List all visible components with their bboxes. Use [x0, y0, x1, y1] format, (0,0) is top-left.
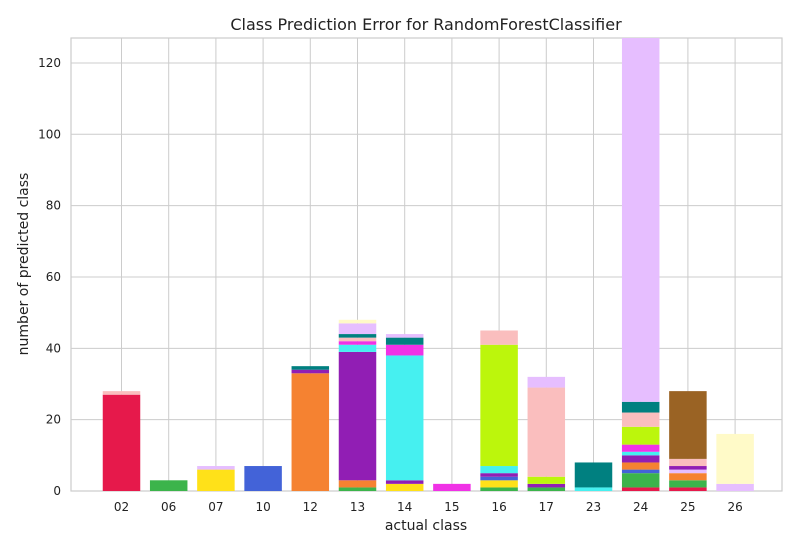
x-tick-label: 07 — [208, 500, 223, 514]
x-tick-labels: 02 06 07 10 12 13 14 15 16 17 23 24 25 26 — [114, 500, 743, 514]
bar-segment-16-pred-16 — [480, 344, 518, 467]
bar-segment-25-pred-17 — [669, 458, 707, 467]
bar-segment-13-pred-13 — [338, 351, 377, 481]
bar-segment-14-pred-14 — [385, 355, 424, 481]
bar-segment-24-pred-06 — [621, 473, 660, 488]
x-tick-label: 12 — [303, 500, 318, 514]
bar-segment-25-pred-02 — [669, 487, 707, 491]
bar-segment-24-pred-12 — [621, 462, 660, 470]
bar-segment-16-pred-10 — [480, 476, 518, 481]
y-tick-label: 20 — [46, 413, 61, 427]
bar-segment-13-pred-14 — [338, 344, 377, 352]
x-tick-label: 06 — [161, 500, 176, 514]
bar-segment-12-pred-23 — [291, 366, 330, 370]
x-tick-label: 17 — [539, 500, 554, 514]
bar-segment-13-pred-24 — [338, 323, 377, 335]
bar-segment-13-pred-15 — [338, 341, 377, 345]
x-tick-label: 16 — [491, 500, 506, 514]
bar-segment-14-pred-07 — [385, 483, 424, 491]
y-tick-label: 60 — [46, 270, 61, 284]
bar-segment-17-pred-06 — [527, 487, 566, 491]
bar-segment-16-pred-13 — [480, 473, 518, 477]
bar-segment-14-pred-13 — [385, 480, 424, 484]
x-tick-label: 23 — [586, 500, 601, 514]
bar-segment-24-pred-10 — [621, 469, 660, 474]
bar-segment-07-pred-07 — [197, 469, 235, 491]
bar-segment-13-pred-12 — [338, 480, 377, 488]
x-tick-label: 24 — [633, 500, 648, 514]
plot-background — [70, 37, 783, 492]
bar-segment-17-pred-16 — [527, 476, 566, 484]
bar-segment-24-pred-02 — [621, 487, 660, 491]
chart-title: Class Prediction Error for RandomForestC… — [230, 15, 622, 34]
y-tick-labels: 0 20 40 60 80 100 120 — [38, 56, 61, 498]
bar-segment-06-pred-06 — [149, 480, 188, 491]
bar-segment-24-pred-23 — [621, 401, 660, 413]
bar-segment-25-pred-25 — [669, 391, 707, 459]
bar-segment-24-pred-16 — [621, 426, 660, 445]
bar-segment-17-pred-24 — [527, 376, 566, 388]
y-tick-label: 100 — [38, 127, 61, 141]
bar-segment-13-pred-23 — [338, 334, 377, 338]
bar-segment-17-pred-17 — [527, 387, 566, 477]
bar-segment-24-pred-14 — [621, 451, 660, 456]
bar-segment-25-pred-13 — [669, 466, 707, 470]
y-axis-label: number of predicted class — [16, 173, 32, 356]
bar-segment-14-pred-15 — [385, 344, 424, 356]
bar-segment-16-pred-07 — [480, 480, 518, 488]
bar-segment-15-pred-15 — [433, 483, 471, 491]
bar-segment-13-pred-17 — [338, 337, 377, 342]
bar-segment-16-pred-06 — [480, 487, 518, 491]
bar-segment-12-pred-12 — [291, 373, 330, 491]
bar-segment-26-pred-26 — [716, 433, 754, 484]
bar-segment-25-pred-06 — [669, 480, 707, 488]
bar-segment-24-pred-24 — [621, 38, 660, 402]
bar-segment-02-pred-17 — [102, 391, 141, 395]
x-tick-label: 02 — [114, 500, 129, 514]
bar-segment-14-pred-24 — [385, 334, 424, 338]
bar-segment-23-pred-23 — [574, 462, 613, 488]
bar-segment-17-pred-13 — [527, 483, 566, 488]
bar-segment-26-pred-24 — [716, 483, 754, 491]
bar-segment-14-pred-23 — [385, 337, 424, 345]
bar-segment-25-pred-24 — [669, 469, 707, 474]
y-tick-label: 40 — [46, 341, 61, 355]
bar-segment-23-pred-14 — [574, 487, 613, 491]
x-tick-label: 25 — [680, 500, 695, 514]
y-tick-label: 120 — [38, 56, 61, 70]
x-tick-label: 15 — [444, 500, 459, 514]
x-tick-label: 14 — [397, 500, 412, 514]
x-tick-label: 26 — [727, 500, 742, 514]
bar-segment-07-pred-24 — [197, 466, 235, 470]
bar-segment-12-pred-13 — [291, 369, 330, 374]
bar-segment-24-pred-15 — [621, 444, 660, 452]
bar-segment-24-pred-17 — [621, 412, 660, 427]
x-axis-label: actual class — [385, 518, 467, 534]
bar-segment-10-pred-10 — [244, 466, 282, 491]
bar-segment-16-pred-14 — [480, 466, 518, 474]
bar-segment-24-pred-13 — [621, 455, 660, 463]
bar-segment-13-pred-26 — [338, 319, 377, 324]
x-tick-label: 13 — [350, 500, 365, 514]
x-tick-label: 10 — [255, 500, 270, 514]
stacked-bars — [102, 38, 754, 491]
y-tick-label: 0 — [53, 484, 61, 498]
bar-segment-13-pred-06 — [338, 487, 377, 491]
y-tick-label: 80 — [46, 199, 61, 213]
bar-segment-02-pred-02 — [102, 394, 141, 491]
bar-segment-25-pred-12 — [669, 473, 707, 481]
bar-segment-16-pred-17 — [480, 330, 518, 345]
